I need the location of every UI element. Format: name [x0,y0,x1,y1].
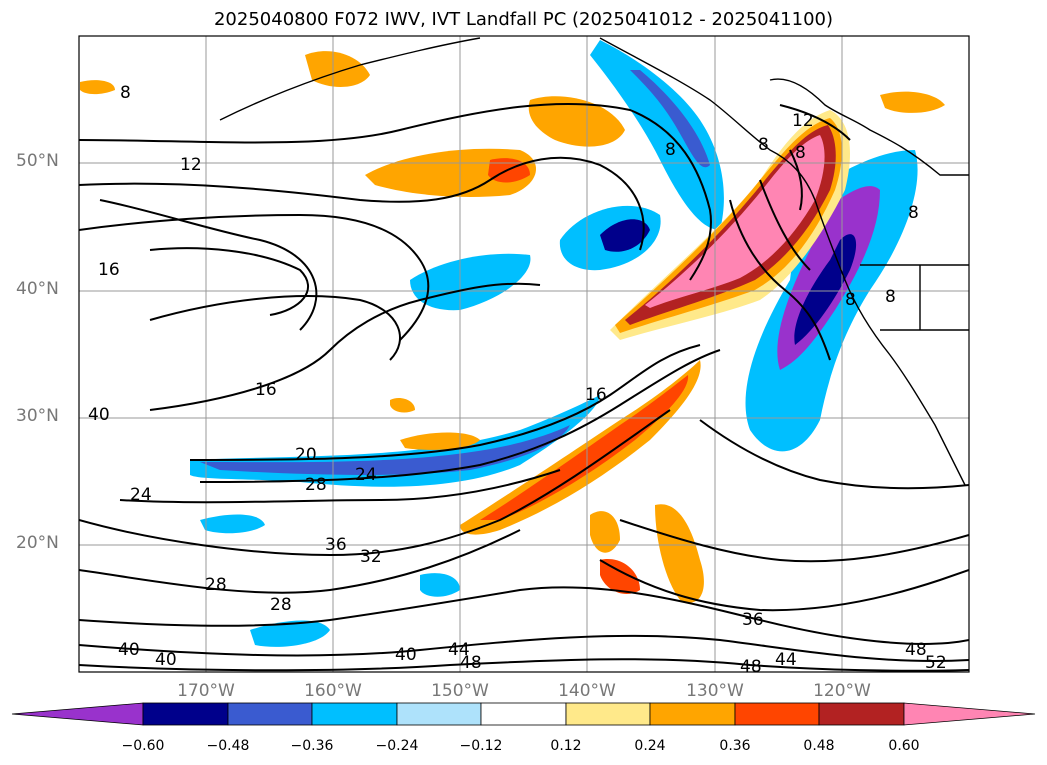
colorbar [11,702,1036,726]
coastline-alaska [219,37,966,486]
lat-label-40n: 40°N [16,279,59,299]
shade-blue-sw-blob-1 [250,620,330,647]
colorbar-tick: 0.24 [634,738,666,754]
lon-label-140w: 140°W [558,681,616,701]
shade-blue-alaska-band [590,40,724,230]
contour-label: 8 [845,290,856,310]
contour-label: 48 [740,657,762,677]
shade-orange-s3 [600,559,640,595]
coastlines [219,37,969,486]
contour-label: 52 [925,653,947,673]
colorbar-segment [818,702,905,726]
colorbar-tick: 0.12 [550,738,582,754]
contour-label: 40 [118,640,140,660]
contour-label: 12 [180,155,202,175]
coastline-canada [769,78,969,176]
shade-pink-ar-core [645,135,825,308]
lon-label-150w: 150°W [431,681,489,701]
map-title: 2025040800 F072 IWV, IVT Landfall PC (20… [213,9,834,30]
contour-label: 24 [130,485,152,505]
contour-label: 16 [98,260,120,280]
colorbar-tick: −0.36 [290,738,334,754]
contour-label: 8 [758,135,769,155]
us-borders [860,264,969,331]
map-frame [78,35,970,673]
contour-label: 36 [325,535,347,555]
contour-label: 8 [795,143,806,163]
contour-label: 20 [295,445,317,465]
colorbar-segment [480,702,567,726]
colorbar-tick: −0.48 [206,738,250,754]
contour-label: 44 [775,650,797,670]
contour-label: 16 [585,385,607,405]
contour-label: 12 [792,111,814,131]
colorbar-segment [565,702,651,726]
shade-orange-west [80,80,115,95]
ivt-contours [79,102,969,672]
contour-label: 48 [905,640,927,660]
shade-blue-midsouth [420,573,460,597]
lon-label-160w: 160°W [304,681,362,701]
colorbar-segment [903,702,1036,726]
colorbar-tick: −0.12 [459,738,503,754]
shade-blue-alaska-core [630,70,710,168]
shade-orange-s2 [655,504,704,603]
lat-label-50n: 50°N [16,151,59,171]
shade-blue-sw-blob-2 [200,514,265,534]
contour-label: 8 [665,140,676,160]
contour-label: 40 [88,405,110,425]
contour-label: 28 [270,595,292,615]
colorbar-segment [649,702,736,726]
shade-orange-subtropical [460,360,701,535]
shade-blue-center-core [600,219,650,252]
contour-label: 40 [155,650,177,670]
colorbar-segment [11,702,144,726]
lon-label-170w: 170°W [177,681,235,701]
lon-label-120w: 120°W [813,681,871,701]
contour-label: 16 [255,380,277,400]
lat-label-30n: 30°N [16,406,59,426]
contour-label: 24 [355,465,377,485]
contour-label: 32 [360,547,382,567]
lon-label-130w: 130°W [686,681,744,701]
colorbar-tick: −0.60 [121,738,165,754]
contour-label: 28 [205,575,227,595]
shaded-anomaly-layer [80,40,945,647]
contour-label: 40 [395,645,417,665]
contour-label: 48 [460,653,482,673]
shade-orange-ne [880,91,945,113]
shade-orange-s1 [590,511,620,553]
colorbar-segment [311,702,398,726]
colorbar-tick: −0.24 [375,738,419,754]
colorbar-tick: 0.36 [719,738,751,754]
contour-label: 28 [305,475,327,495]
shade-navy-jet [200,425,570,475]
lat-label-20n: 20°N [16,533,59,553]
shade-orange-mid [390,398,415,413]
colorbar-tick: 0.48 [803,738,835,754]
colorbar-segment [227,702,313,726]
contour-label: 8 [908,203,919,223]
contour-label: 44 [448,640,470,660]
colorbar-tick: 0.60 [888,738,920,754]
contour-label: 36 [742,610,764,630]
contour-label: 8 [885,287,896,307]
shade-orange-alaska-gulf [528,96,625,147]
colorbar-segment [734,702,820,726]
contour-label: 8 [120,83,131,103]
colorbar-segment [396,702,482,726]
colorbar-segment [142,702,229,726]
